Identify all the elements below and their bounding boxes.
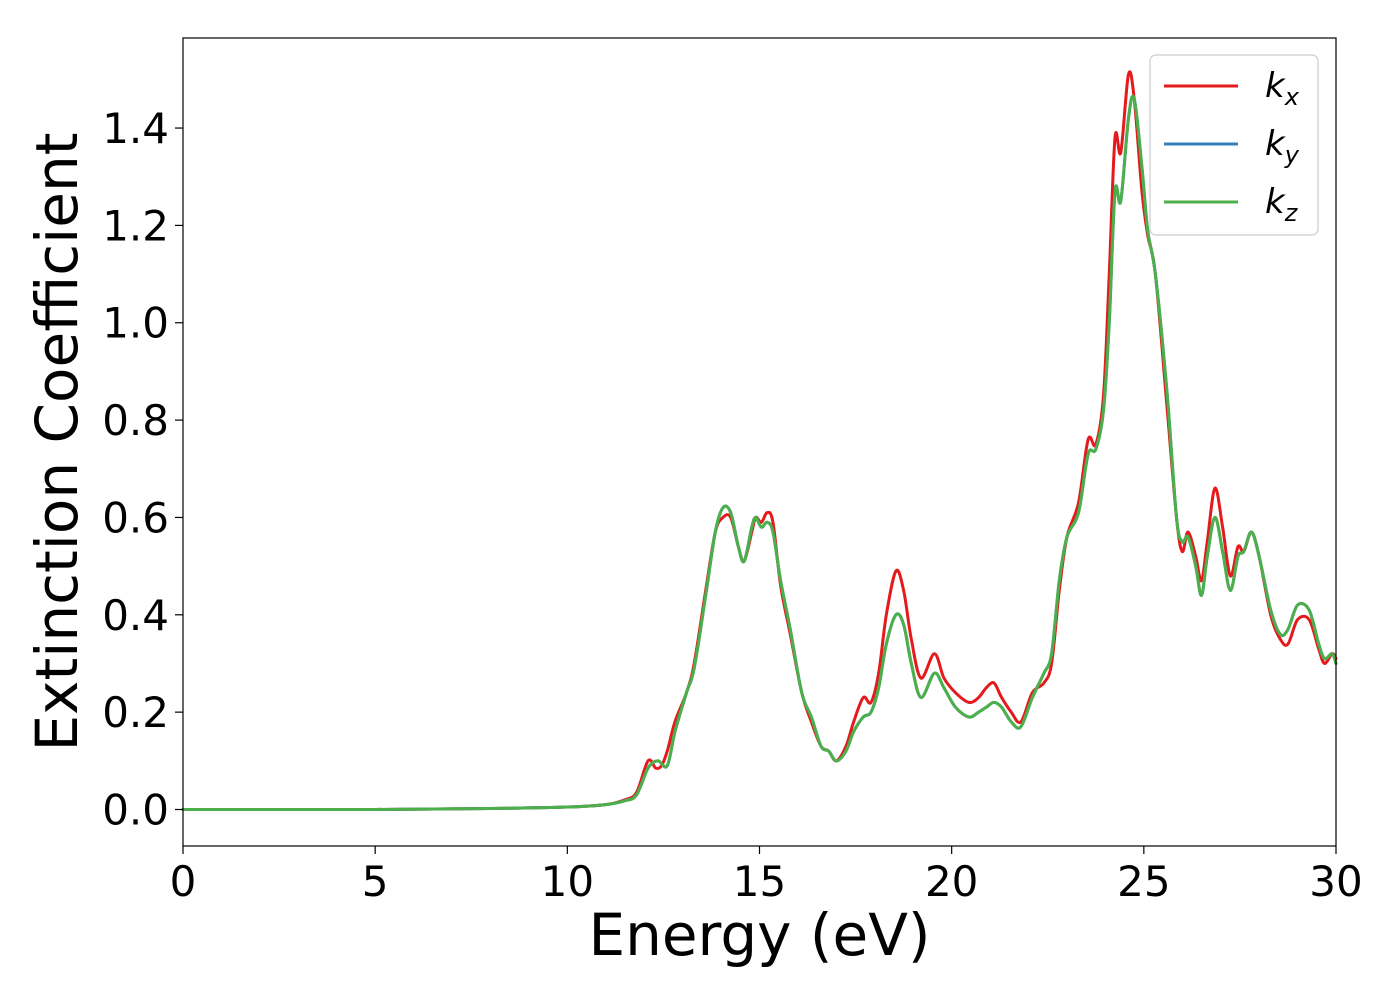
y-tick-label: 1.0 — [102, 299, 169, 348]
y-tick-label: 0.4 — [102, 591, 169, 640]
x-axis: 0 5 10 15 20 25 30 — [170, 846, 1363, 906]
y-axis-title: Extinction Coefficient — [23, 133, 91, 752]
x-tick-label: 5 — [362, 857, 389, 906]
legend: kx ky kz — [1149, 54, 1319, 236]
x-axis-title: Energy (eV) — [588, 901, 930, 969]
x-tick-label: 10 — [541, 857, 594, 906]
legend-label-z: kz — [1265, 182, 1299, 227]
y-tick-label: 0.6 — [102, 493, 169, 542]
x-tick-label: 20 — [925, 857, 978, 906]
y-axis: 0.0 0.2 0.4 0.6 0.8 1.0 1.2 1.4 — [102, 104, 183, 834]
legend-label-x: kx — [1265, 66, 1300, 111]
series-line-z — [181, 94, 1338, 812]
legend-label-y: ky — [1265, 124, 1300, 169]
y-tick-label: 0.0 — [102, 785, 169, 834]
y-tick-label: 0.2 — [102, 688, 169, 737]
y-tick-label: 1.2 — [102, 201, 169, 250]
series-layer — [181, 70, 1338, 812]
y-tick-label: 0.8 — [102, 396, 169, 445]
y-tick-label: 1.4 — [102, 104, 169, 153]
x-tick-label: 25 — [1117, 857, 1170, 906]
x-tick-label: 15 — [733, 857, 786, 906]
x-tick-label: 30 — [1309, 857, 1362, 906]
x-tick-label: 0 — [170, 857, 197, 906]
